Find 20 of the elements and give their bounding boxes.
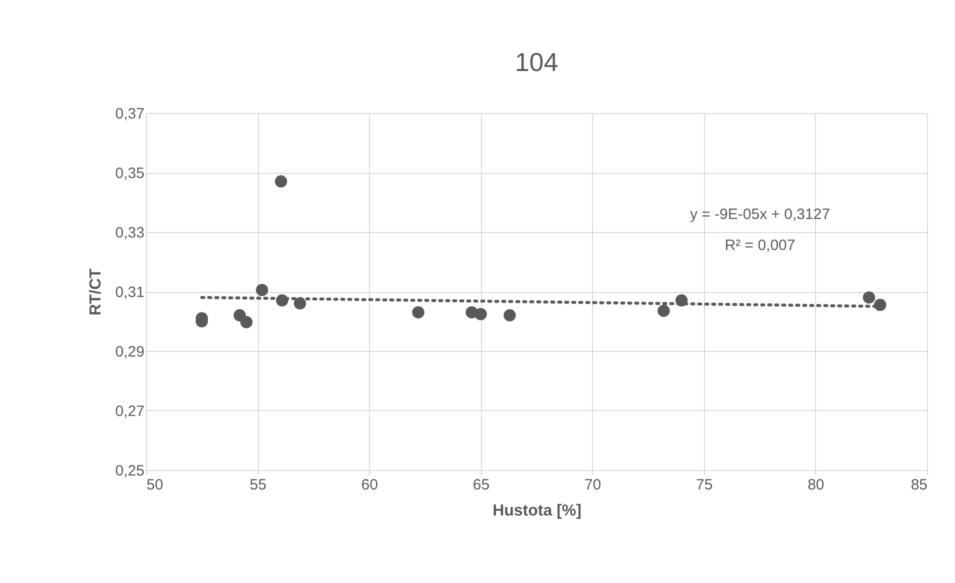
y-tick-label: 0,35 [115, 165, 144, 182]
x-tick-label: 70 [584, 476, 602, 494]
x-tick-label: 50 [146, 476, 164, 494]
annotation: y = -9E-05x + 0,3127 [690, 206, 830, 223]
y-tick-label: 0,37 [115, 106, 144, 122]
annotation: R² = 0,007 [724, 237, 796, 254]
y-axis-title: RT/CT [87, 268, 104, 316]
y-tick-label: 0,33 [115, 224, 144, 242]
y-tick-label: 0,31 [115, 284, 144, 301]
y-tick-label: 0,27 [115, 403, 144, 420]
x-tick-label: 80 [808, 476, 824, 494]
y-tick-label: 0,25 [115, 462, 144, 480]
chart-title: 104 [514, 47, 558, 77]
x-tick-label: 60 [361, 476, 378, 494]
x-tick-label: 65 [472, 476, 490, 494]
x-axis-title: Hustota [%] [492, 502, 582, 520]
x-tick-label: 85 [910, 476, 928, 494]
x-tick-label: 75 [696, 476, 713, 494]
x-tick-label: 55 [250, 476, 266, 494]
y-tick-label: 0,29 [115, 344, 144, 360]
